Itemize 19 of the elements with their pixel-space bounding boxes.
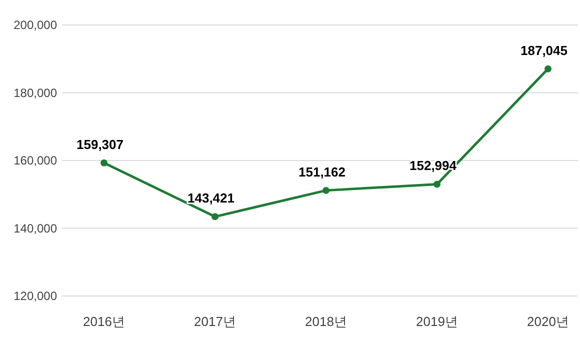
point [544,65,552,72]
x-tick-label: 2016년 [83,314,125,329]
point [100,159,108,166]
data-label: 159,307 [76,136,124,152]
point [434,180,440,188]
point [322,186,330,194]
y-tick-label: 160,000 [14,154,58,168]
y-tick-label: 180,000 [14,86,58,100]
data-label: 187,045 [520,42,568,58]
y-tick-label: 120,000 [14,289,58,303]
x-tick-label: 2017년 [194,314,236,329]
y-tick-label: 200,000 [14,18,58,32]
point [212,213,218,220]
y-tick-label: 140,000 [14,221,58,236]
x-tick-label: 2019년 [416,314,458,329]
x-tick-label: 2018년 [305,314,347,329]
data-label: 151,162 [298,164,346,180]
data-label: 143,421 [188,190,234,206]
x-tick-label: 2020년 [527,314,569,329]
